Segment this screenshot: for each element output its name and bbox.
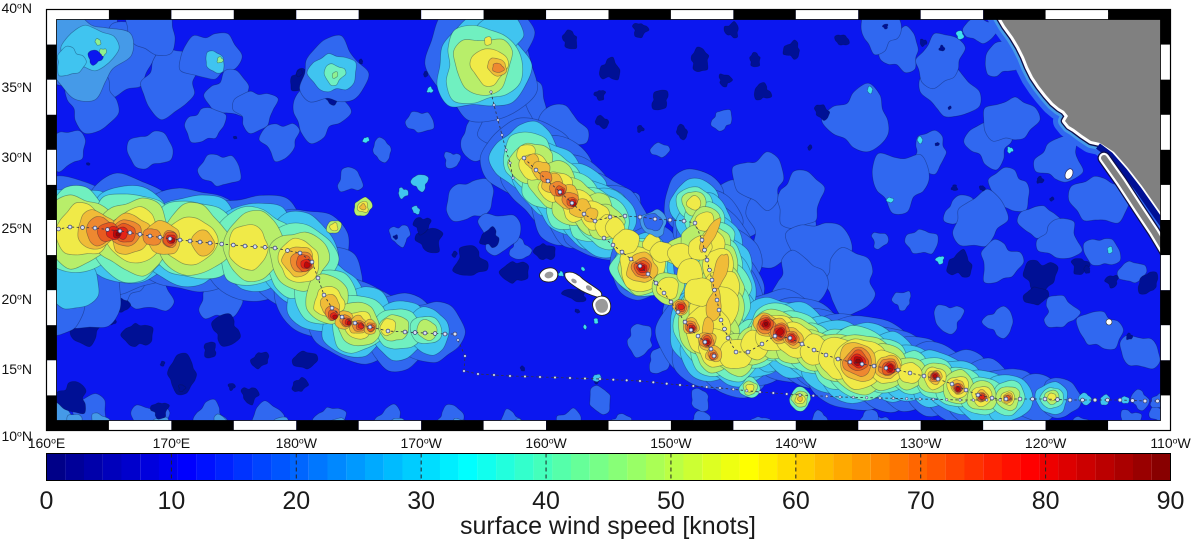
svg-text:10: 10	[157, 487, 185, 515]
svg-text:170oE: 170oE	[153, 435, 191, 451]
svg-text:15oN: 15oN	[1, 361, 32, 377]
svg-text:0: 0	[40, 487, 54, 515]
svg-text:35oN: 35oN	[1, 79, 32, 95]
svg-text:110oW: 110oW	[1150, 435, 1191, 451]
svg-text:130oW: 130oW	[900, 435, 942, 451]
svg-text:170oW: 170oW	[400, 435, 442, 451]
svg-text:120oW: 120oW	[1025, 435, 1067, 451]
svg-text:40: 40	[532, 487, 560, 515]
svg-text:10oN: 10oN	[1, 428, 32, 444]
svg-text:180oW: 180oW	[276, 435, 318, 451]
svg-text:surface wind speed [knots]: surface wind speed [knots]	[460, 512, 756, 540]
svg-text:80: 80	[1032, 487, 1060, 515]
svg-text:160oW: 160oW	[525, 435, 567, 451]
svg-text:30oN: 30oN	[1, 149, 32, 165]
svg-text:50: 50	[657, 487, 685, 515]
svg-text:70: 70	[907, 487, 935, 515]
svg-text:60: 60	[782, 487, 810, 515]
svg-text:20oN: 20oN	[1, 291, 32, 307]
svg-text:25oN: 25oN	[1, 220, 32, 236]
svg-text:20: 20	[282, 487, 310, 515]
svg-text:40oN: 40oN	[1, 0, 32, 16]
svg-text:90: 90	[1157, 487, 1185, 515]
svg-text:160oE: 160oE	[28, 435, 66, 451]
svg-text:150oW: 150oW	[650, 435, 692, 451]
svg-text:30: 30	[407, 487, 435, 515]
svg-text:140oW: 140oW	[775, 435, 817, 451]
